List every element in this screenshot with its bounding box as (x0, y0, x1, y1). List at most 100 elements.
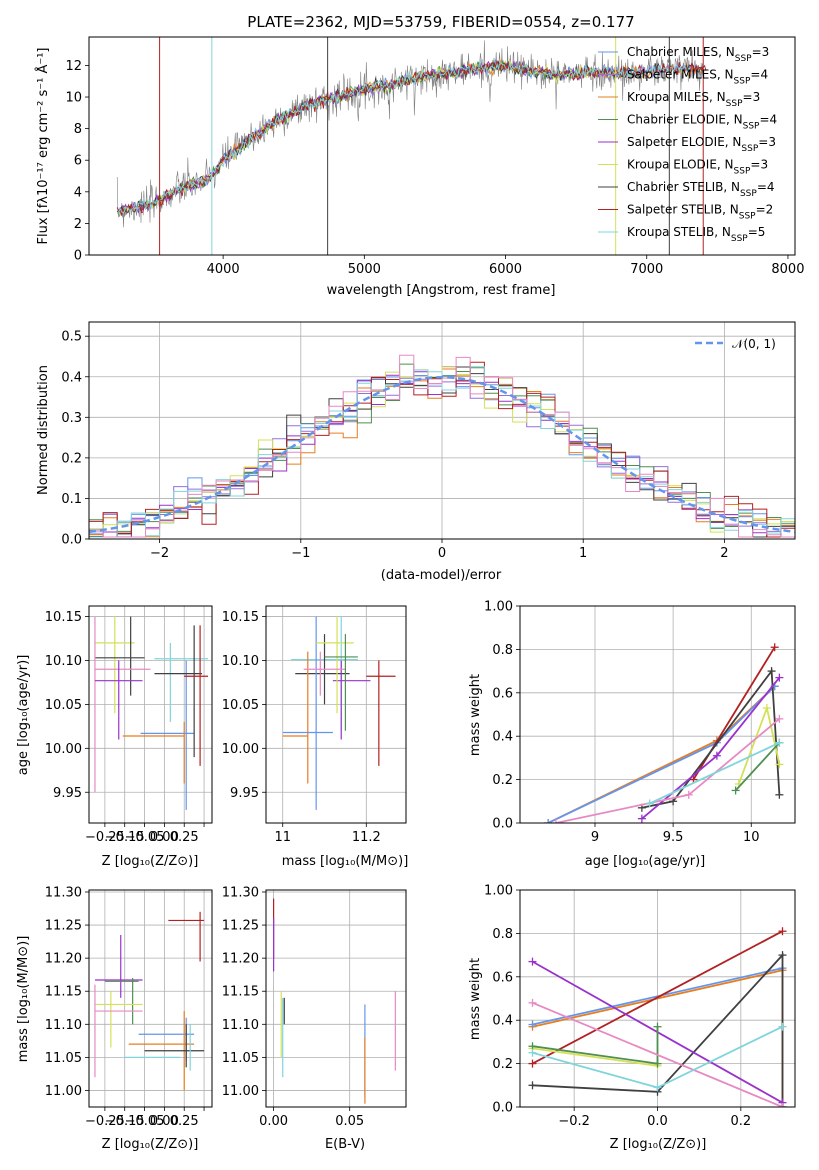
weight-line-salpeter_stelib (532, 930, 783, 1065)
axes-frame (88, 36, 796, 256)
y-tick-label: 11.20 (45, 952, 82, 967)
y-tick-label: 10.10 (45, 654, 82, 669)
plot-area-6 (266, 890, 406, 1107)
weight-age-ylabel: mass weight (468, 674, 483, 756)
y-tick-label: 1.00 (484, 600, 513, 615)
y-tick-label: 2 (74, 217, 82, 232)
y-tick-label: 9.95 (230, 786, 259, 801)
x-tick-label: −0.25 (85, 1114, 125, 1129)
x-tick-label: 0.05 (335, 1114, 364, 1129)
y-tick-label: 0.2 (492, 1057, 513, 1072)
x-tick-label: 2 (720, 546, 728, 561)
axes-frame (519, 605, 796, 824)
y-tick-label: 0.1 (61, 492, 82, 507)
y-tick-label: 12 (65, 59, 82, 74)
y-tick-label: 11.20 (222, 952, 259, 967)
y-tick-label: 9.95 (53, 786, 82, 801)
y-tick-label: 0.8 (492, 927, 513, 942)
y-tick-label: 0.2 (492, 773, 513, 788)
y-tick-label: 10.10 (222, 654, 259, 669)
y-tick-label: 10.15 (222, 610, 259, 625)
x-tick-label: 11 (274, 830, 291, 845)
x-tick-label: 0.00 (150, 830, 179, 845)
y-tick-label: 0.4 (492, 1014, 513, 1029)
x-tick-label: −0.15 (105, 1114, 145, 1129)
y-tick-label: 0.4 (61, 370, 82, 385)
y-tick-label: 11.10 (45, 1018, 82, 1033)
x-tick-label: 7000 (630, 262, 663, 277)
x-tick-label: 6000 (489, 262, 522, 277)
weight-line-chabrier_miles (532, 967, 783, 1026)
residual-ylabel: Normed distribution (36, 365, 51, 495)
model-line-kroupa_stelib (116, 60, 690, 215)
x-tick-label: 4000 (207, 262, 240, 277)
y-tick-label: 0.4 (492, 730, 513, 745)
x-tick-label: 1 (579, 546, 587, 561)
y-tick-label: 0.8 (492, 643, 513, 658)
age-mass-xlabel: mass [log₁₀(M/M⊙)] (282, 854, 409, 869)
x-tick-label: 8000 (771, 262, 804, 277)
x-tick-label: 11.2 (352, 830, 381, 845)
y-tick-label: 10.00 (222, 742, 259, 757)
y-tick-label: 0.6 (492, 686, 513, 701)
x-tick-label: −0.05 (125, 830, 165, 845)
x-tick-label: 0.25 (170, 830, 199, 845)
y-tick-label: 10.05 (222, 698, 259, 713)
x-tick-label: −0.15 (105, 830, 145, 845)
y-tick-label: 10 (65, 91, 82, 106)
x-tick-label: 0.00 (150, 1114, 179, 1129)
mass-z-ylabel: mass [log₁₀(M/M⊙)] (16, 936, 31, 1063)
y-tick-label: 10.05 (45, 698, 82, 713)
mass-z-xlabel: Z [log₁₀(Z/Z⊙)] (102, 1137, 199, 1152)
y-tick-label: 0.5 (61, 330, 82, 345)
spectrum-title: PLATE=2362, MJD=53759, FIBERID=0554, z=0… (247, 13, 634, 31)
x-tick-label: 0.00 (259, 1114, 288, 1129)
weight-z-xlabel: Z [log₁₀(Z/Z⊙)] (610, 1137, 707, 1152)
y-tick-label: 8 (74, 122, 82, 137)
y-tick-label: 0.0 (492, 1101, 513, 1116)
axes-frame (88, 605, 213, 824)
plot-area-3 (266, 606, 406, 823)
x-tick-label: −2 (150, 546, 169, 561)
y-tick-label: 0.0 (61, 533, 82, 548)
axes-frame (88, 321, 796, 540)
residual-xlabel: (data-model)/error (381, 568, 502, 583)
y-tick-label: 11.00 (222, 1084, 259, 1099)
y-tick-label: 0.0 (492, 817, 513, 832)
weight-age-xlabel: age [log₁₀(age/yr)] (585, 854, 706, 869)
y-tick-label: 11.05 (45, 1051, 82, 1066)
plot-area-2 (89, 606, 212, 823)
y-tick-label: 0.6 (492, 970, 513, 985)
axes-frame (265, 605, 407, 824)
y-tick-label: 11.25 (45, 919, 82, 934)
y-tick-label: 11.25 (222, 919, 259, 934)
x-tick-label: −0.2 (558, 1114, 590, 1129)
weight-z-ylabel: mass weight (468, 958, 483, 1040)
weight-line-kroupa_stelib (649, 741, 780, 805)
spectrum-xlabel: wavelength [Angstrom, rest frame] (327, 283, 556, 298)
age-z-xlabel: Z [log₁₀(Z/Z⊙)] (102, 854, 199, 869)
y-tick-label: 11.10 (222, 1018, 259, 1033)
y-tick-label: 0.3 (61, 411, 82, 426)
y-tick-label: 0.2 (61, 451, 82, 466)
plot-area-0 (116, 37, 707, 255)
mass-ebv-xlabel: E(B-V) (325, 1137, 365, 1152)
x-tick-label: 0.2 (730, 1114, 751, 1129)
y-tick-label: 0 (74, 249, 82, 264)
x-tick-label: −0.25 (85, 830, 125, 845)
plot-area-1 (89, 322, 795, 539)
axes-frame (519, 889, 796, 1108)
axes-frame (88, 889, 213, 1108)
y-tick-label: 1.00 (484, 884, 513, 899)
y-tick-label: 10.00 (45, 742, 82, 757)
plot-area-7 (520, 890, 795, 1107)
x-tick-label: 0.0 (647, 1114, 668, 1129)
gaussian-curve (89, 375, 795, 534)
plot-area-4 (520, 606, 795, 823)
weight-line-chabrier_stelib (532, 952, 784, 1107)
x-tick-label: 10 (743, 830, 760, 845)
y-tick-label: 11.15 (45, 985, 82, 1000)
